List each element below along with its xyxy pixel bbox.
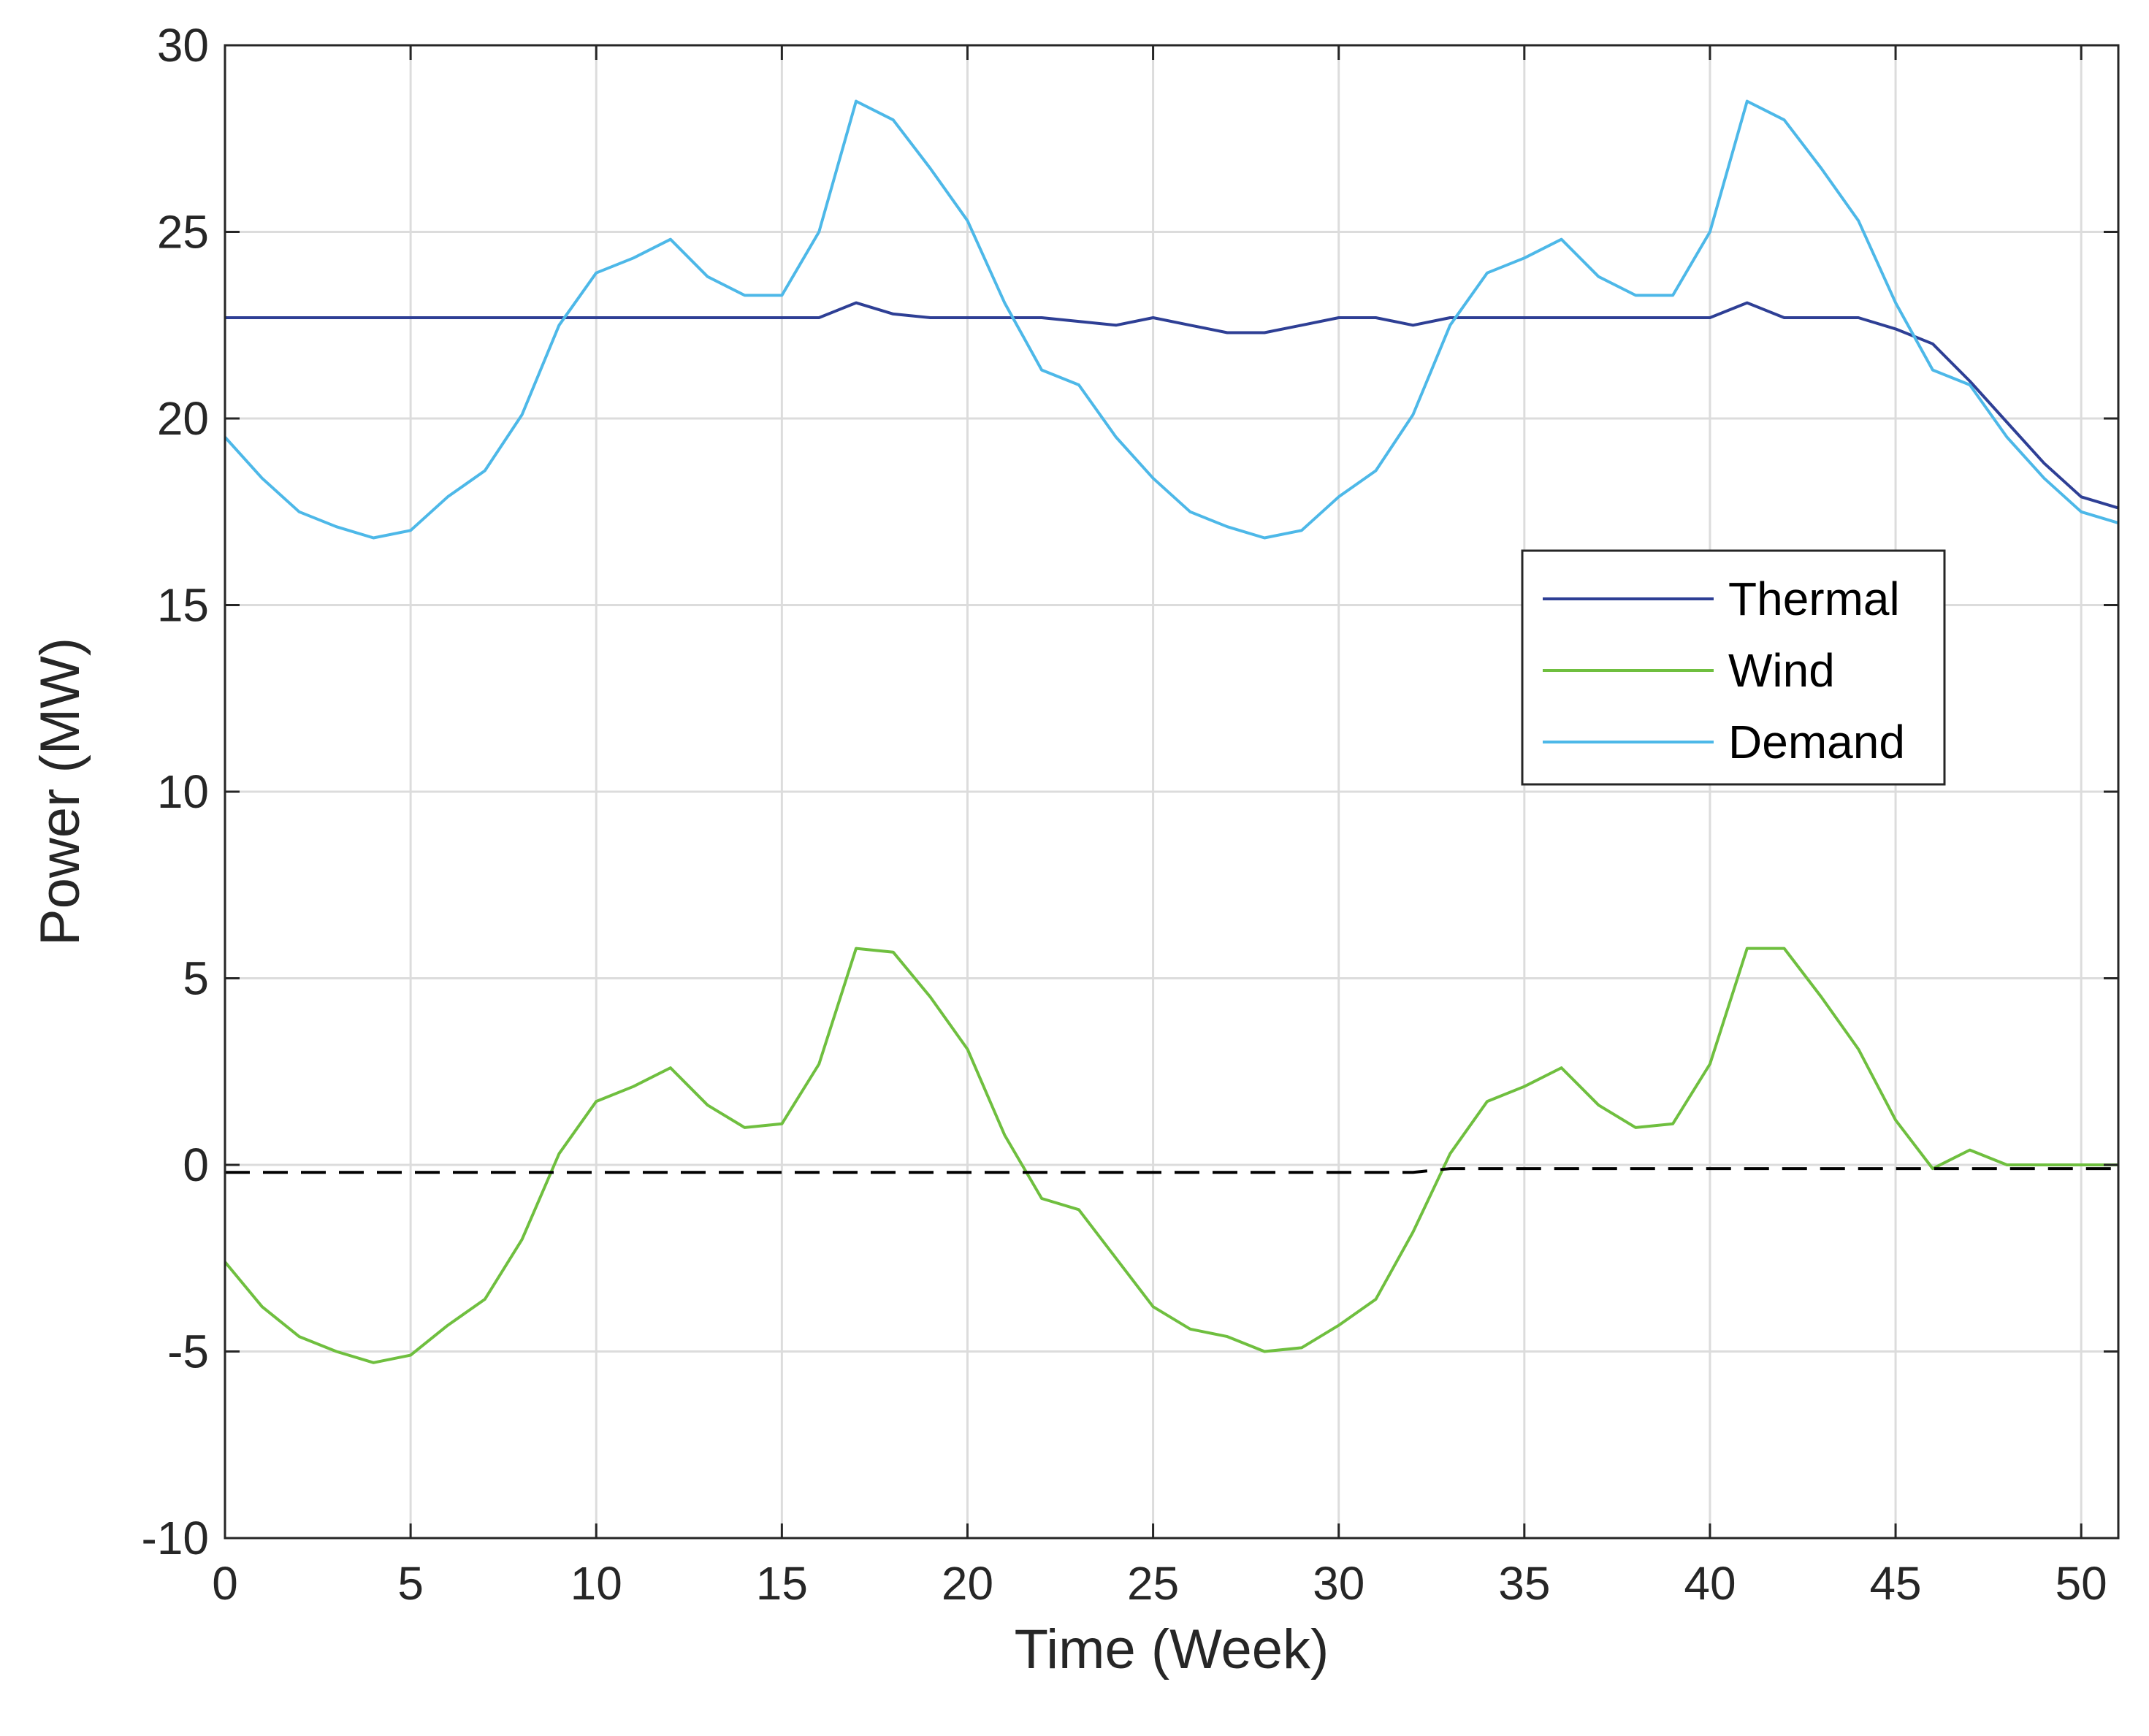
y-tick-label: 0 (183, 1139, 209, 1191)
x-tick-label: 10 (570, 1557, 622, 1610)
y-tick-label: -10 (142, 1512, 210, 1564)
x-tick-label: 20 (942, 1557, 993, 1610)
y-tick-label: 25 (157, 206, 209, 259)
y-tick-label: 10 (157, 765, 209, 818)
y-tick-label: 30 (157, 19, 209, 72)
x-tick-label: 30 (1313, 1557, 1364, 1610)
y-axis-label: Power (MW) (29, 638, 91, 946)
series-lines (224, 99, 2119, 1364)
x-tick-label: 40 (1684, 1557, 1736, 1610)
x-tick-label: 45 (1869, 1557, 1921, 1610)
legend-label-wind: Wind (1728, 644, 1835, 697)
x-tick-label: 15 (756, 1557, 808, 1610)
legend: Thermal Wind Demand (1521, 549, 1946, 786)
x-tick-label: 0 (212, 1557, 238, 1610)
x-tick-label: 25 (1127, 1557, 1179, 1610)
y-tick-label: 15 (157, 579, 209, 632)
legend-label-demand: Demand (1728, 716, 1905, 768)
y-tick-label: -5 (167, 1326, 209, 1378)
x-tick-label: 50 (2056, 1557, 2107, 1610)
legend-label-thermal: Thermal (1728, 573, 1900, 625)
series-demand (224, 99, 2119, 540)
series-wind (224, 947, 2118, 1364)
y-tick-label: 20 (157, 392, 209, 445)
x-tick-label: 35 (1498, 1557, 1550, 1610)
series-thermal (225, 301, 2119, 510)
y-tick-label: 5 (183, 952, 209, 1005)
legend-box (1521, 549, 1946, 786)
zero-reference-line (225, 1167, 2118, 1174)
axis-ticks: 0 5 10 15 20 25 30 35 40 45 50 -10 -5 0 5 10 15 20 25 30 (142, 19, 2118, 1610)
x-tick-label: 5 (397, 1557, 424, 1610)
x-axis-label: Time (Week) (1015, 1618, 1329, 1680)
